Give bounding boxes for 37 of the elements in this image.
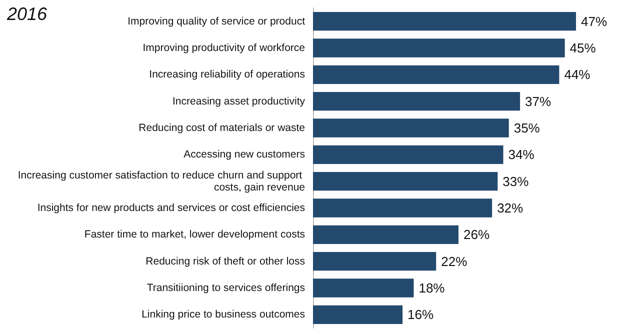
y-tick-label: Linking price to business outcomes [142,308,305,321]
bar [313,252,436,271]
y-tick-label: Increasing customer satisfaction to reduce churn and support costs, gain revenue [18,169,306,194]
data-label: 45% [570,40,596,56]
bar [313,172,498,191]
y-tick-label: Faster time to market, lower development costs [84,228,305,241]
data-label: 37% [525,94,552,109]
y-tick-label: Transitiioning to services offerings [146,282,305,294]
data-label: 18% [418,280,446,296]
data-label: 33% [502,174,530,189]
data-label: 47% [581,14,608,29]
data-label: 22% [441,254,468,269]
y-tick-label: Accessing new customers [184,148,305,161]
bar [313,118,509,138]
bar [313,305,403,324]
bar [313,225,458,244]
bar [313,92,520,111]
y-tick-label: Reducing risk of theft or other loss [146,255,305,268]
y-tick-label: Improving productivity of workforce [142,42,306,54]
data-label: 26% [463,227,490,242]
data-label: 16% [408,307,434,322]
y-tick-label: Increasing reliability of operations [149,68,305,81]
y-tick-label: Improving quality of service or product [128,15,306,28]
bar [313,38,565,58]
y-tick-label: Insights for new products and services or cost efficiencies [37,202,305,214]
y-tick-label: Increasing asset productivity [172,95,306,108]
y-tick-label: Reducing cost of materials or waste [138,122,306,134]
bar [313,145,504,164]
data-label: 34% [508,147,535,162]
bar [313,198,492,218]
data-label: 32% [497,200,524,216]
bar [313,12,576,31]
text: 2016 [6,4,48,24]
bar [313,278,414,298]
bar [313,65,560,84]
data-label: 44% [564,67,591,82]
data-label: 35% [514,120,540,136]
